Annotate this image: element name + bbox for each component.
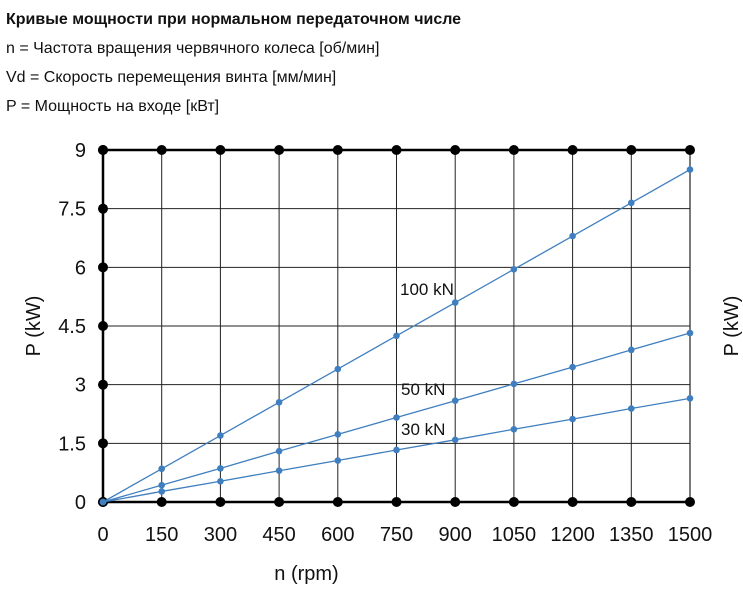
x-axis-dot	[391, 497, 402, 507]
data-point	[628, 346, 635, 354]
legend-line-n: n = Частота вращения червячного колеса […	[6, 40, 380, 57]
y-tick-label: 9	[75, 140, 86, 162]
top-border-dot	[274, 145, 285, 155]
top-border-dot	[685, 145, 695, 155]
data-point	[393, 414, 400, 421]
y-axis-label-right: P (kW)	[721, 296, 743, 357]
data-point	[217, 477, 224, 485]
data-point	[510, 265, 518, 273]
x-axis-dot	[626, 497, 637, 507]
legend-line-p: P = Мощность на входе [кВт]	[6, 98, 220, 115]
y-tick-label: 7.5	[58, 199, 86, 221]
series-label: 100 kN	[400, 280, 454, 299]
y-axis-dot	[98, 262, 108, 273]
data-point	[451, 397, 459, 405]
data-point	[334, 365, 342, 373]
data-point	[686, 395, 694, 402]
data-point	[569, 415, 576, 423]
data-point	[510, 425, 518, 433]
x-tick-label: 600	[321, 524, 354, 546]
data-point	[451, 299, 459, 306]
data-point	[334, 431, 342, 438]
chart-title: Кривые мощности при нормальном передаточ…	[6, 11, 462, 28]
x-tick-label: 1200	[550, 524, 595, 546]
x-tick-label: 1050	[492, 524, 537, 546]
x-axis-dot	[567, 497, 578, 507]
x-axis-dot	[508, 497, 519, 507]
data-point	[393, 446, 400, 454]
legend-line-vd: Vd = Скорость перемещения винта [мм/мин]	[6, 69, 337, 86]
data-point	[275, 398, 283, 406]
series-label: 30 kN	[401, 420, 445, 439]
top-border-dot	[626, 145, 637, 155]
data-point	[158, 481, 165, 489]
x-tick-label: 450	[262, 524, 295, 546]
top-border-dot	[508, 145, 519, 155]
top-border-dot	[215, 145, 226, 155]
y-axis-dot	[98, 379, 108, 390]
y-tick-label: 6	[75, 257, 86, 279]
x-axis-dot	[274, 497, 285, 507]
data-point	[158, 488, 165, 495]
data-point	[686, 166, 694, 173]
top-border-dot	[391, 145, 402, 155]
x-axis-dot	[450, 497, 461, 507]
data-point	[628, 199, 635, 207]
x-tick-label: 1350	[609, 524, 654, 546]
data-point	[451, 436, 459, 444]
data-point	[393, 332, 400, 340]
x-tick-label: 750	[380, 524, 413, 546]
x-tick-label: 150	[145, 524, 178, 546]
data-point	[628, 405, 635, 412]
data-point	[217, 432, 224, 439]
x-tick-label: 1500	[668, 524, 713, 546]
x-axis-dot	[215, 497, 226, 507]
x-axis-dot	[156, 497, 167, 507]
y-axis-dot	[98, 203, 108, 214]
data-point	[334, 457, 342, 464]
data-point	[510, 380, 518, 388]
data-point	[99, 498, 107, 506]
y-tick-label: 4.5	[58, 316, 86, 338]
x-tick-label: 0	[97, 524, 108, 546]
y-axis-dot	[98, 438, 108, 449]
x-tick-label: 900	[439, 524, 472, 546]
data-point	[686, 329, 694, 337]
y-tick-label: 0	[75, 492, 86, 514]
y-tick-label: 1.5	[58, 433, 86, 455]
y-tick-label: 3	[75, 375, 86, 397]
x-tick-label: 300	[204, 524, 237, 546]
data-point	[569, 363, 576, 371]
y-axis-dot	[98, 145, 108, 155]
series-label: 50 kN	[401, 380, 445, 399]
x-axis-label: n (rpm)	[274, 563, 338, 585]
top-border-dot	[332, 145, 343, 155]
y-axis-label: P (kW)	[23, 296, 45, 357]
chart-header: Кривые мощности при нормальном передаточ…	[6, 6, 461, 121]
data-point	[275, 447, 283, 455]
y-axis-dot	[98, 321, 108, 331]
top-border-dot	[156, 145, 167, 155]
data-point	[569, 232, 576, 240]
data-point	[158, 465, 165, 473]
x-axis-dot	[685, 497, 695, 507]
data-point	[217, 465, 224, 472]
top-border-dot	[567, 145, 578, 155]
data-point	[275, 467, 283, 475]
x-axis-dot	[332, 497, 343, 507]
top-border-dot	[450, 145, 461, 155]
